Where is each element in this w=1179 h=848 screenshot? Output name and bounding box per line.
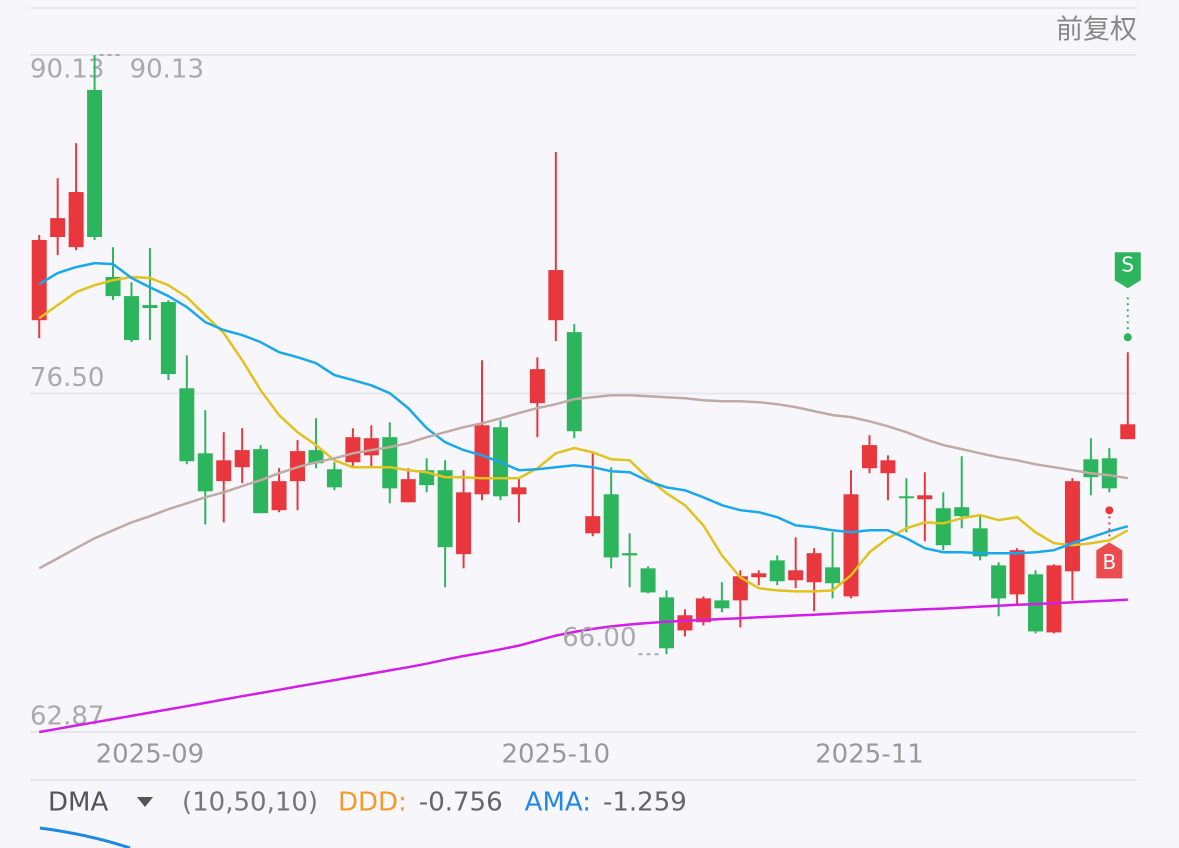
candle-body bbox=[363, 438, 379, 456]
candle-body bbox=[640, 568, 656, 593]
candle-body bbox=[456, 492, 472, 555]
candle-body bbox=[954, 507, 970, 517]
candle-body bbox=[68, 192, 84, 248]
indicator-item-value: -0.756 bbox=[419, 788, 503, 818]
candle-body bbox=[234, 450, 250, 468]
adjustment-label[interactable]: 前复权 bbox=[1056, 15, 1137, 46]
y-tick-label: 90.13 bbox=[30, 54, 104, 84]
candle-body bbox=[769, 560, 785, 582]
candle-body bbox=[50, 218, 66, 237]
candle-body bbox=[160, 302, 176, 375]
indicator-item-name: DDD: bbox=[338, 788, 407, 818]
candle-body bbox=[142, 305, 158, 309]
candle-body bbox=[548, 270, 564, 321]
candle-body bbox=[345, 437, 361, 463]
candle-body bbox=[400, 479, 416, 503]
x-tick-label: 2025-11 bbox=[815, 740, 924, 770]
candle-body bbox=[123, 296, 139, 341]
candle-body bbox=[585, 516, 601, 534]
candle-body bbox=[788, 570, 804, 581]
candle-body bbox=[825, 567, 841, 584]
candle-body bbox=[511, 487, 527, 495]
candle-body bbox=[1009, 550, 1025, 595]
candle-body bbox=[1101, 458, 1117, 489]
candle-body bbox=[474, 425, 490, 495]
candle-body bbox=[382, 437, 398, 489]
candle-body bbox=[566, 332, 582, 432]
ma-line bbox=[38, 393, 1129, 570]
x-tick-label: 2025-09 bbox=[96, 740, 205, 770]
candle-body bbox=[695, 598, 711, 623]
candle-body bbox=[529, 369, 545, 404]
candle-body bbox=[326, 469, 342, 488]
candle-body bbox=[1046, 565, 1062, 633]
candle-body bbox=[603, 494, 619, 558]
indicator-item-name: AMA: bbox=[525, 788, 591, 818]
candle-body bbox=[87, 89, 103, 237]
candle-body bbox=[732, 576, 748, 601]
signal-badge bbox=[1114, 252, 1141, 289]
candle-body bbox=[935, 508, 951, 546]
indicator-params: (10,50,10) bbox=[182, 788, 318, 818]
candle-body bbox=[31, 239, 47, 321]
signal-label: B bbox=[1102, 550, 1116, 574]
indicator-item-value: -1.259 bbox=[603, 788, 687, 818]
candle-body bbox=[179, 388, 195, 462]
candle-body bbox=[271, 481, 287, 511]
signal-label: S bbox=[1121, 253, 1134, 277]
candle-body bbox=[861, 445, 877, 469]
candle-body bbox=[917, 495, 933, 500]
extreme-label: 66.00 bbox=[562, 623, 636, 653]
signal-dot bbox=[1123, 333, 1132, 342]
signal-badge bbox=[1096, 542, 1123, 579]
extreme-label: 90.13 bbox=[130, 54, 204, 84]
candle-body bbox=[806, 553, 822, 583]
ma-line bbox=[38, 598, 1128, 734]
x-tick-label: 2025-10 bbox=[502, 740, 611, 770]
y-tick-label: 76.50 bbox=[30, 363, 104, 393]
candle-body bbox=[1064, 481, 1080, 572]
candle-body bbox=[437, 470, 453, 548]
dropdown-arrow[interactable] bbox=[137, 797, 153, 807]
candle-body bbox=[972, 528, 988, 557]
candle-body bbox=[1120, 424, 1136, 440]
candle-body bbox=[991, 565, 1007, 599]
candle-body bbox=[880, 460, 896, 474]
candle-body bbox=[308, 450, 324, 464]
candle-body bbox=[898, 496, 914, 499]
ma-line bbox=[38, 261, 1129, 555]
candle-body bbox=[216, 460, 232, 482]
candle-body bbox=[714, 600, 730, 609]
candle-body bbox=[197, 453, 213, 492]
candle-body bbox=[622, 553, 638, 556]
candle-body bbox=[677, 615, 693, 631]
indicator-name[interactable]: DMA bbox=[48, 788, 108, 818]
candle-body bbox=[751, 573, 767, 578]
indicator-row: DMA (10,50,10) DDD: -0.756 AMA: -1.259 bbox=[48, 788, 687, 818]
indicator-curve bbox=[39, 826, 131, 848]
